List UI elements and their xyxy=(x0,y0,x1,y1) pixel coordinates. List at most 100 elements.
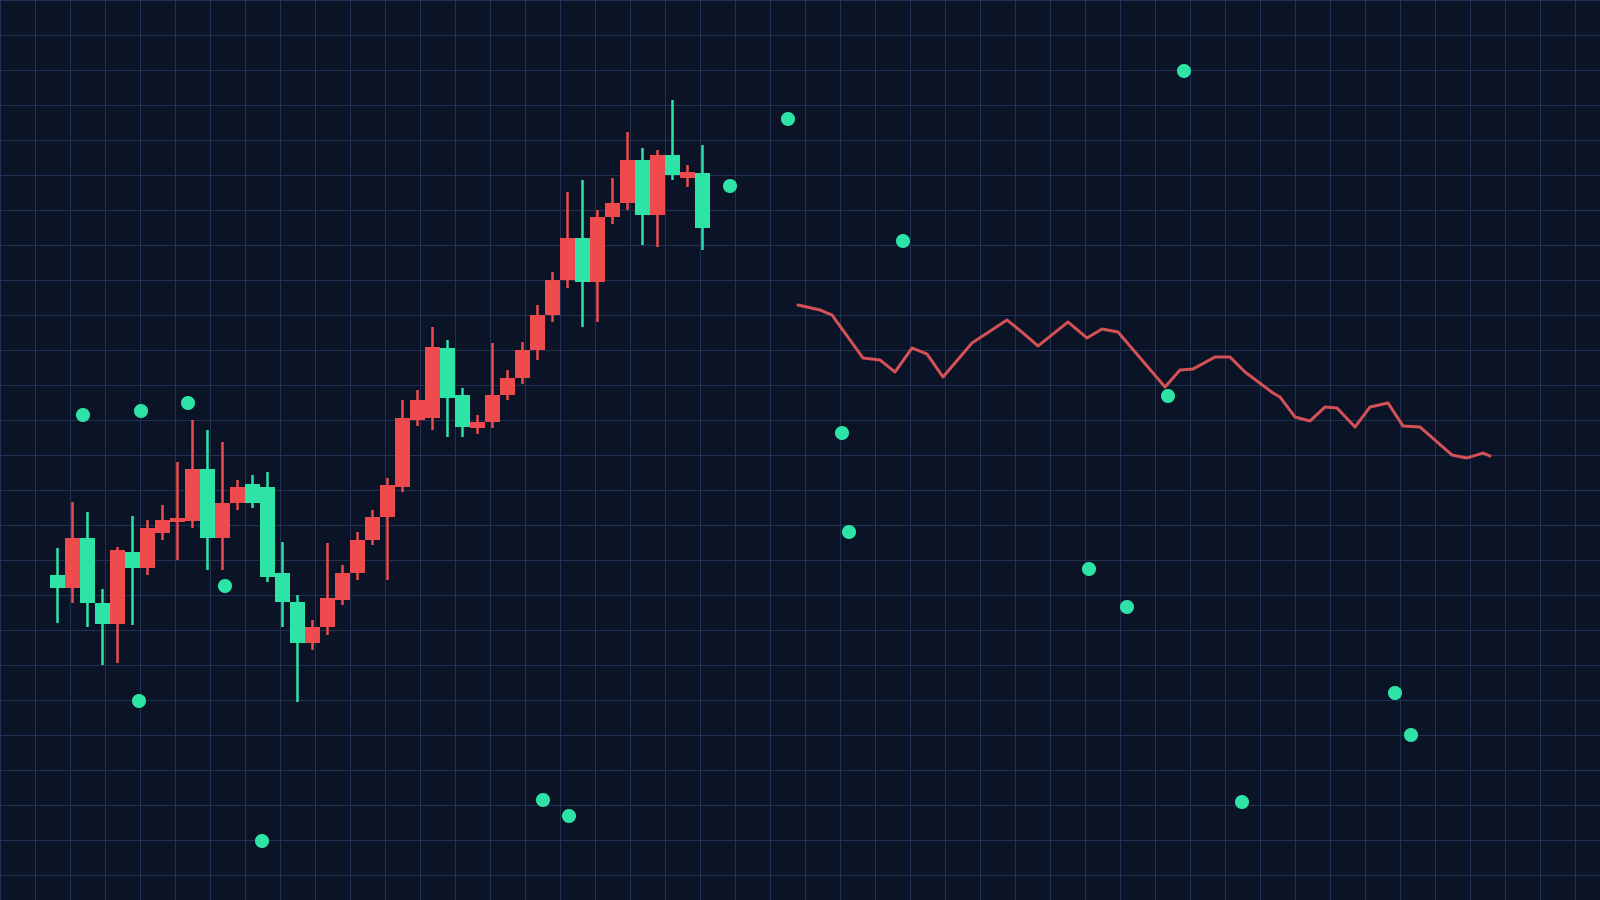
candle-body xyxy=(560,238,575,280)
candle xyxy=(125,516,140,625)
candle xyxy=(605,178,620,224)
candle-body xyxy=(650,155,665,215)
candle xyxy=(365,510,380,545)
candle-body xyxy=(125,552,140,568)
candle-body xyxy=(665,155,680,175)
candle xyxy=(200,430,215,570)
candle xyxy=(215,442,230,570)
candlestick-series xyxy=(50,100,710,702)
scatter-dot xyxy=(835,426,849,440)
scatter-dot xyxy=(536,793,550,807)
candle-body xyxy=(395,418,410,487)
scatter-dot xyxy=(842,525,856,539)
scatter-dot xyxy=(134,404,148,418)
scatter-dot xyxy=(132,694,146,708)
candle xyxy=(95,589,110,665)
candle xyxy=(245,475,260,508)
scatter-series xyxy=(76,64,1418,848)
candle xyxy=(695,145,710,250)
candle xyxy=(530,305,545,360)
candle-body xyxy=(215,503,230,538)
candle-body xyxy=(140,528,155,568)
candle-body xyxy=(425,347,440,418)
candle xyxy=(680,165,695,187)
candle-body xyxy=(470,422,485,428)
candle xyxy=(290,595,305,702)
candle xyxy=(395,400,410,492)
trend-line xyxy=(796,303,1492,460)
candle xyxy=(65,502,80,603)
candle-body xyxy=(185,469,200,521)
candle xyxy=(155,505,170,540)
candle-body xyxy=(605,203,620,217)
candle-body xyxy=(320,598,335,627)
candle xyxy=(665,100,680,180)
candle-body xyxy=(545,280,560,315)
candle xyxy=(305,620,320,650)
candle-body xyxy=(170,518,185,522)
scatter-dot xyxy=(181,396,195,410)
candle xyxy=(80,512,95,627)
candle-body xyxy=(95,603,110,624)
candle xyxy=(560,192,575,288)
candle-body xyxy=(50,575,65,588)
scatter-dot xyxy=(781,112,795,126)
candle-body xyxy=(350,540,365,573)
candle-body xyxy=(305,627,320,643)
candle-body xyxy=(485,395,500,422)
candle-body xyxy=(440,348,455,398)
scatter-dot xyxy=(1082,562,1096,576)
candle xyxy=(650,150,665,247)
scatter-dot xyxy=(896,234,910,248)
candle xyxy=(110,547,125,663)
candle xyxy=(440,340,455,437)
candle-body xyxy=(410,400,425,420)
candle-body xyxy=(290,602,305,643)
candle xyxy=(335,565,350,605)
scatter-dot xyxy=(1161,389,1175,403)
candle-body xyxy=(500,378,515,395)
candle xyxy=(230,480,245,510)
candle-body xyxy=(260,487,275,577)
candle xyxy=(500,370,515,400)
candle xyxy=(620,132,635,210)
candle xyxy=(545,272,560,322)
candle-body xyxy=(155,520,170,533)
candle xyxy=(485,343,500,428)
candle xyxy=(470,415,485,434)
candle-body xyxy=(455,395,470,427)
scatter-dot xyxy=(1120,600,1134,614)
candle-body xyxy=(575,238,590,282)
candle xyxy=(275,542,290,627)
scatter-dot xyxy=(255,834,269,848)
candle xyxy=(515,342,530,384)
candle-body xyxy=(515,350,530,378)
candle xyxy=(635,148,650,245)
candle-body xyxy=(80,538,95,603)
candle xyxy=(320,543,335,635)
candle-body xyxy=(620,160,635,203)
scatter-dot xyxy=(562,809,576,823)
candle xyxy=(410,390,425,426)
candle-body xyxy=(110,550,125,624)
candle xyxy=(170,462,185,560)
candle xyxy=(455,388,470,437)
candle xyxy=(50,548,65,623)
candle-body xyxy=(365,517,380,540)
candle-body xyxy=(680,172,695,178)
candle-body xyxy=(275,573,290,602)
candle-body xyxy=(65,538,80,588)
candle-body xyxy=(530,315,545,350)
candle-body xyxy=(380,485,395,517)
candle xyxy=(350,532,365,580)
candle-body xyxy=(200,469,215,538)
candle-body xyxy=(590,217,605,282)
scatter-dot xyxy=(76,408,90,422)
scatter-dot xyxy=(723,179,737,193)
scatter-dot xyxy=(218,579,232,593)
candle xyxy=(575,180,590,327)
candle-body xyxy=(635,160,650,215)
